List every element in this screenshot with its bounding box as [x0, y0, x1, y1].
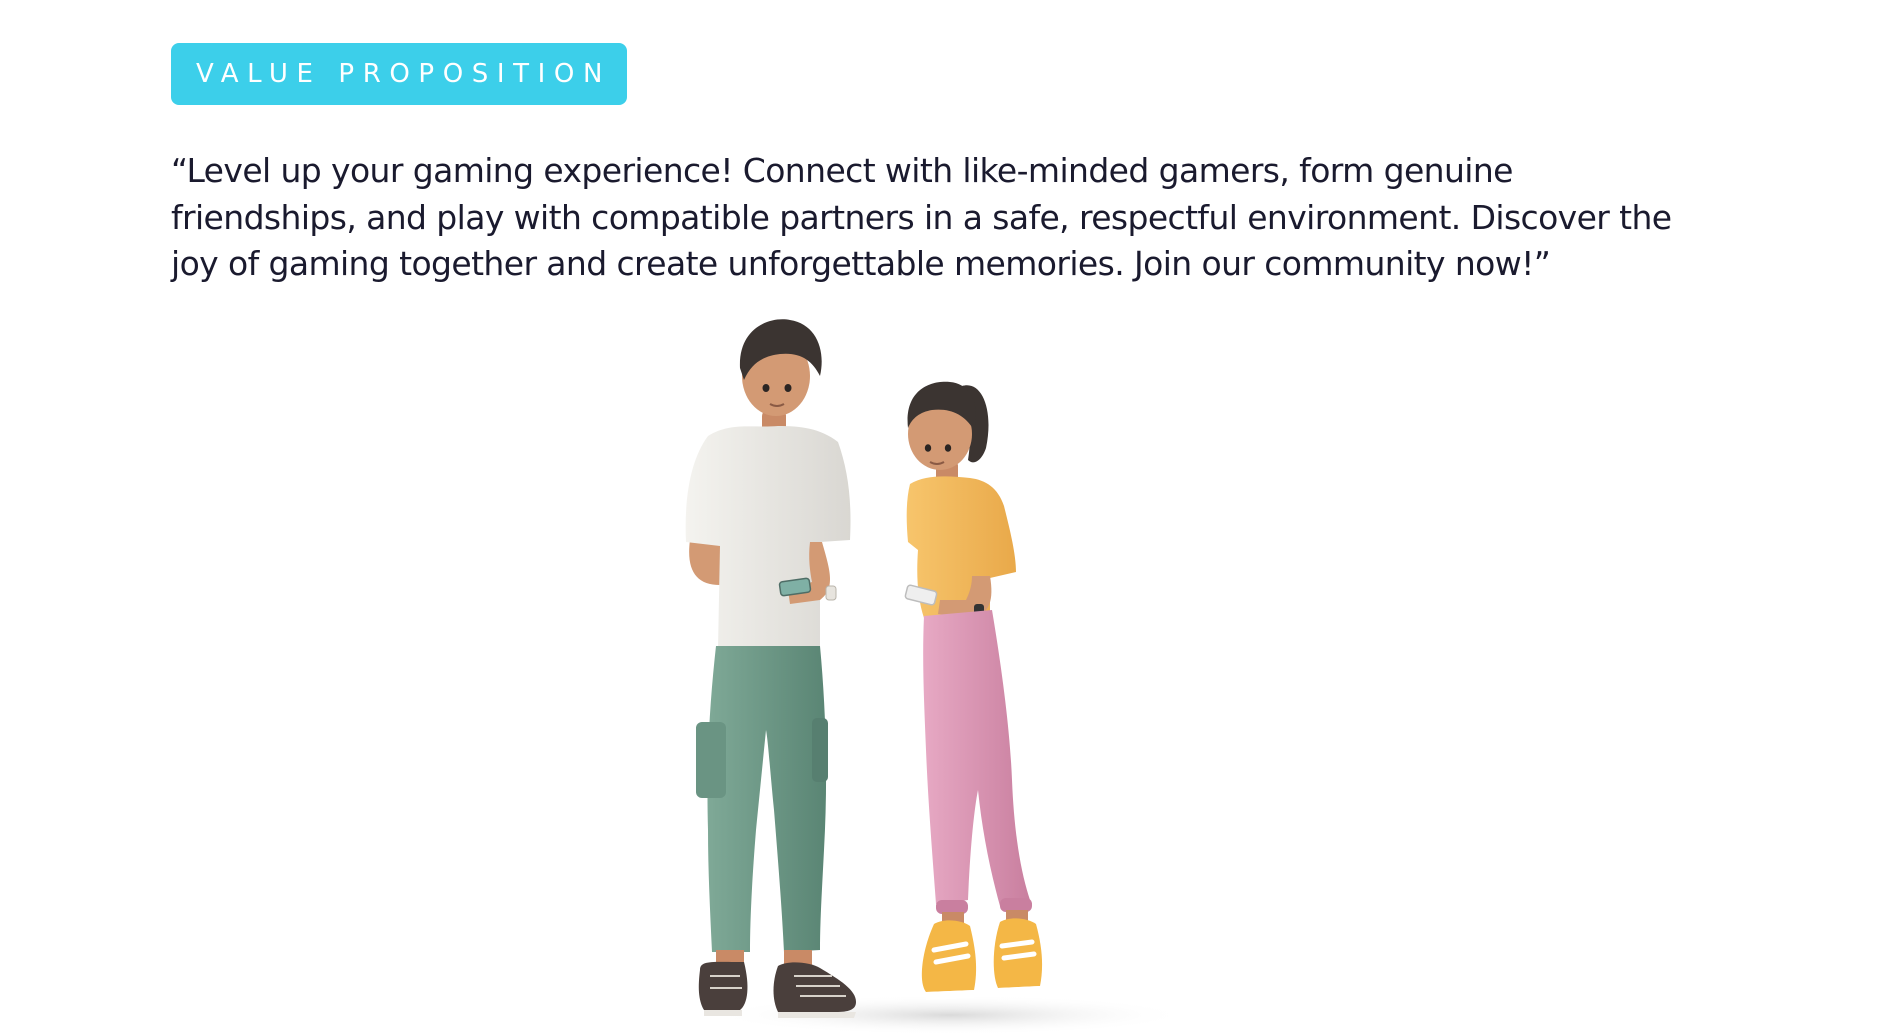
section-badge-label: VALUE PROPOSITION — [196, 59, 612, 89]
value-proposition-quote: “Level up your gaming experience! Connec… — [171, 148, 1771, 288]
two-people-with-phones-illustration — [685, 319, 1190, 1035]
man-figure — [685, 319, 856, 1018]
quote-line: friendships, and play with compatible pa… — [171, 197, 1672, 237]
woman-figure — [904, 381, 1043, 1000]
quote-line: “Level up your gaming experience! Connec… — [171, 151, 1513, 190]
section-badge: VALUE PROPOSITION — [171, 43, 627, 105]
quote-line: joy of gaming together and create unforg… — [171, 244, 1551, 283]
